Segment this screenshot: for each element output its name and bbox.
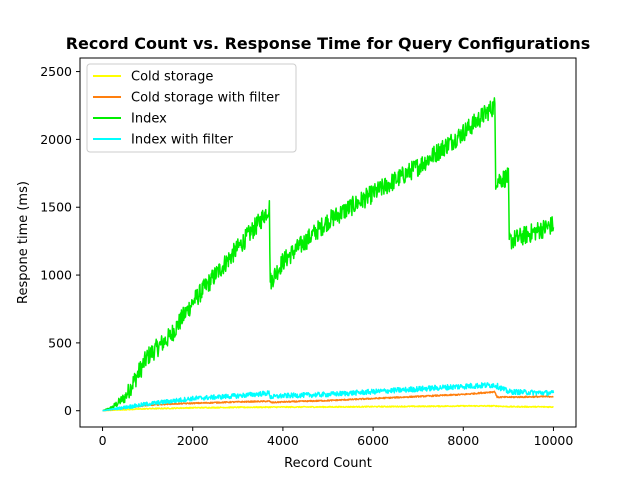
- y-tick-label: 1500: [40, 200, 72, 215]
- x-axis-label: Record Count: [284, 456, 372, 471]
- legend-box: [86, 63, 297, 153]
- y-axis: 0 500 1000 1500 2000 2500: [40, 64, 80, 418]
- legend-label: Index with filter: [131, 133, 234, 148]
- y-tick-label: 500: [48, 335, 72, 350]
- legend-label: Cold storage: [131, 70, 213, 85]
- x-tick-label: 6000: [357, 433, 389, 448]
- legend: Cold storage Cold storage with filter Inde…: [86, 63, 297, 153]
- y-tick-label: 1000: [40, 268, 72, 283]
- plot-frame: [79, 57, 577, 428]
- x-tick-label: 8000: [447, 433, 479, 448]
- y-tick-label: 2500: [40, 64, 72, 79]
- series-line-cold-storage-with-filter: [102, 390, 554, 412]
- y-axis-label: Respone time (ms): [16, 181, 31, 304]
- series-line-cold-storage: [102, 404, 554, 412]
- y-tick-label: 2000: [40, 132, 72, 147]
- x-axis: 0 2000 4000 6000 8000 10000: [99, 427, 574, 448]
- x-tick-label: 4000: [267, 433, 299, 448]
- series-layer: [102, 97, 555, 412]
- series-line-index: [102, 97, 555, 412]
- series-line-index-with-filter: [102, 382, 555, 412]
- chart-title: Record Count vs. Response Time for Query…: [66, 34, 591, 53]
- x-tick-label: 10000: [534, 433, 574, 448]
- x-tick-label: 0: [99, 433, 107, 448]
- x-tick-label: 2000: [177, 433, 209, 448]
- legend-label: Index: [131, 112, 167, 127]
- y-tick-label: 0: [64, 403, 72, 418]
- legend-label: Cold storage with filter: [131, 91, 280, 106]
